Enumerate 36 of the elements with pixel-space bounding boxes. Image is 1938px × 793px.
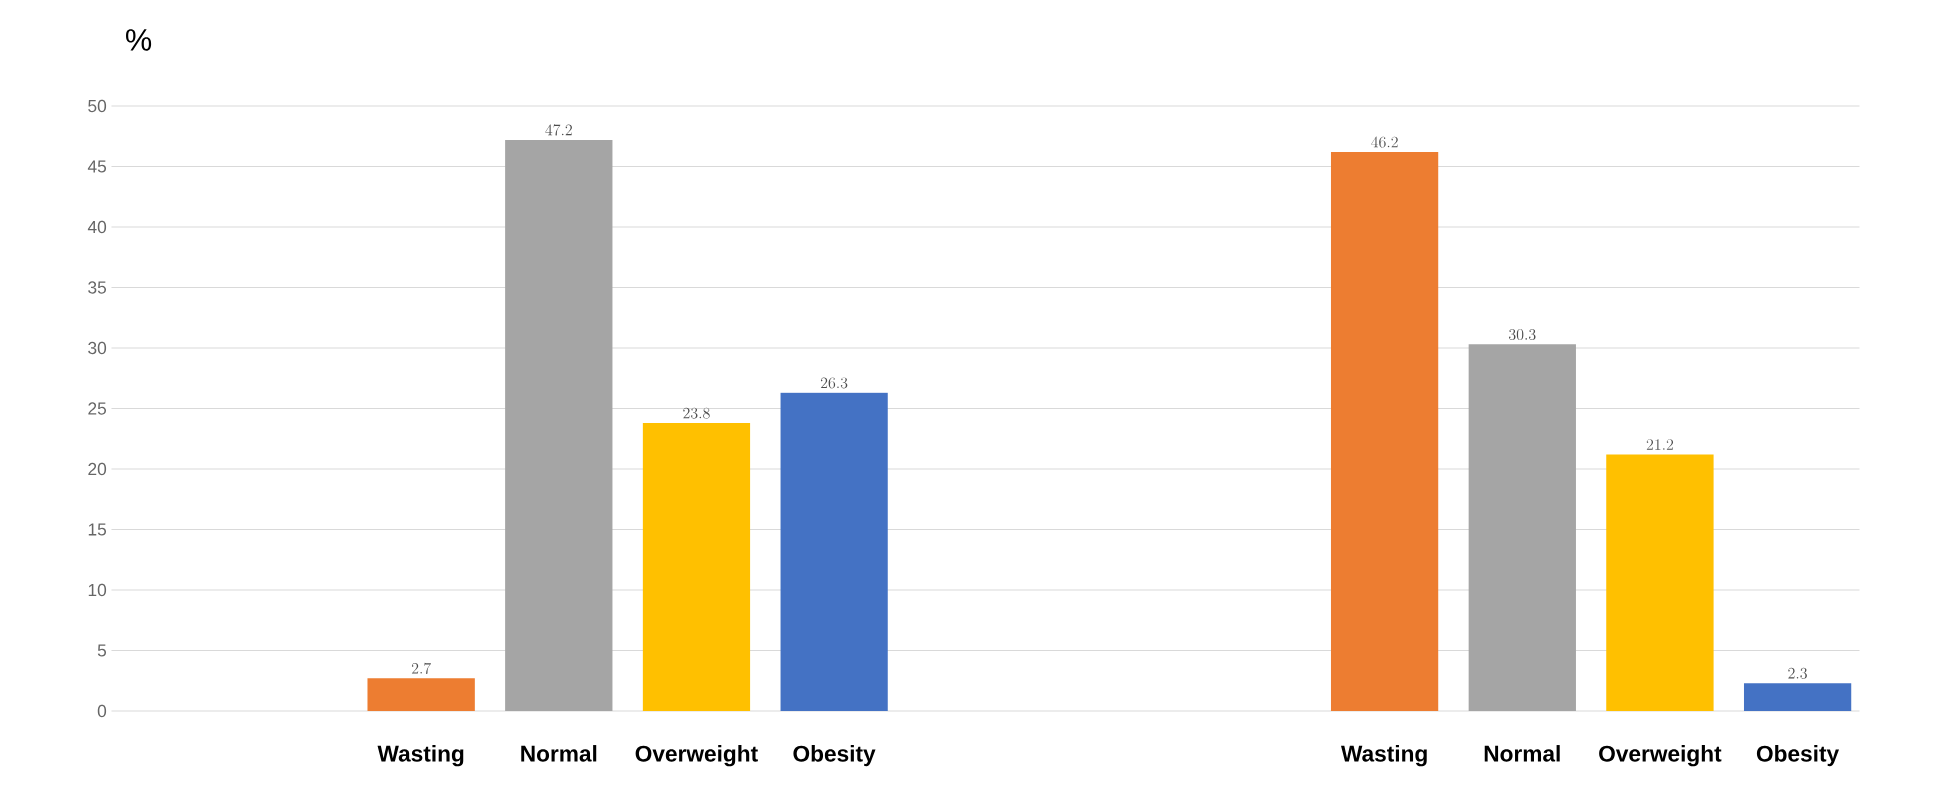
data-label: 46.2 <box>1371 136 1398 148</box>
y-tick-label: 30 <box>88 341 107 355</box>
data-label: 2.3 <box>1788 667 1807 679</box>
y-tick-label: 45 <box>87 160 107 173</box>
data-label: 21 .2 <box>1646 439 1674 450</box>
bar <box>780 392 888 711</box>
y-tick-label: 5 <box>97 644 107 657</box>
data-label: 30.3 <box>1509 329 1536 340</box>
bar <box>642 423 751 711</box>
data-label: 26.3 <box>820 377 848 389</box>
y-tick-label: 25 <box>88 402 107 415</box>
y-tick-label: 40 <box>87 220 107 234</box>
x-tick-label: Obesity <box>1756 745 1840 767</box>
y-tick-label: 35 <box>88 281 107 294</box>
x-tick-label: Wasting <box>1341 745 1427 767</box>
y-axis-title: % <box>126 29 152 51</box>
x-tick-label: Obesity <box>793 745 876 767</box>
data-label: 47.2 <box>545 124 572 136</box>
bar <box>1606 454 1714 711</box>
y-tick-label: 0 <box>97 704 107 718</box>
y-tick-label: 15 <box>88 523 107 536</box>
y-tick-label: 20 <box>88 462 107 476</box>
x-tick-label: Normal <box>1484 745 1560 762</box>
bar <box>1743 683 1852 711</box>
bar <box>1330 151 1439 711</box>
x-tick-label: Wasting <box>377 745 464 767</box>
x-tick-label: Normal <box>521 745 597 762</box>
x-tick-label: Overweight <box>1599 745 1722 767</box>
y-tick-label: 10 <box>88 583 107 597</box>
bar <box>1468 344 1576 711</box>
bar <box>505 139 613 711</box>
y-tick-label: 50 <box>88 99 107 113</box>
data-label: 23.8 <box>683 407 710 419</box>
data-label: 2.7 <box>411 662 431 674</box>
x-tick-label: Overweight <box>635 745 758 767</box>
bar <box>367 678 475 711</box>
